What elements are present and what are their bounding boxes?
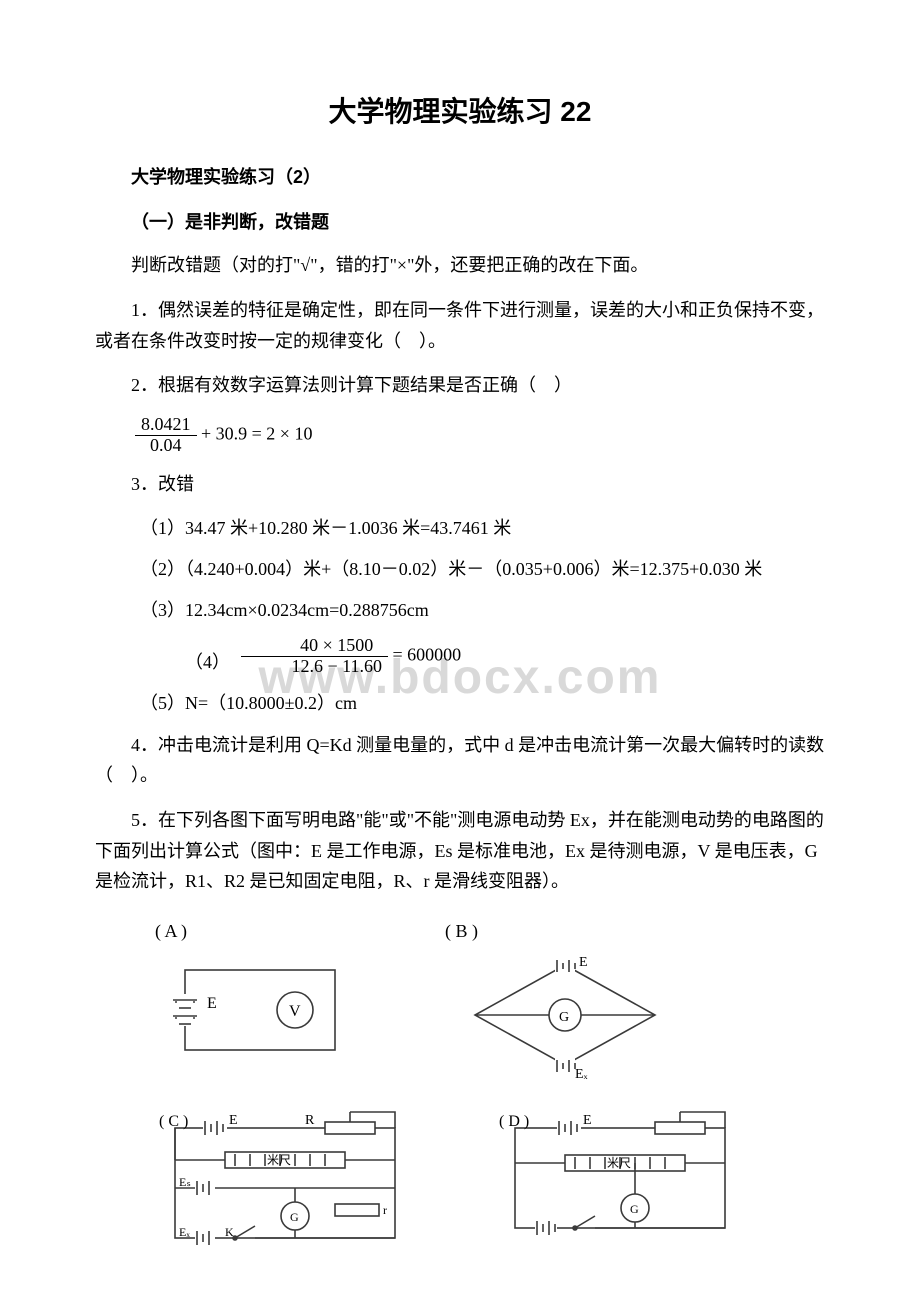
question-3-3: （3）12.34cm×0.0234cm=0.288756cm xyxy=(95,596,825,625)
question-2: 2．根据有效数字运算法则计算下题结果是否正确（ ） xyxy=(95,370,825,401)
question-3: 3．改错 xyxy=(95,469,825,500)
question-3-4: （4） 40 × 1500 12.6 − 11.60 = 600000 xyxy=(95,636,825,677)
diagram-row-2: ( C ) E R 米尺 Eₛ Eₓ K G r xyxy=(155,1108,825,1248)
svg-text:R: R xyxy=(305,1113,315,1128)
svg-text:E: E xyxy=(583,1113,592,1128)
diagram-D: ( D ) E 米尺 G xyxy=(495,1108,745,1248)
fraction: 40 × 1500 12.6 − 11.60 xyxy=(241,636,388,677)
svg-text:E: E xyxy=(207,995,217,1012)
diagram-A-label: ( A ) xyxy=(155,917,365,946)
circuit-B-svg: G E Eₓ xyxy=(445,950,685,1080)
svg-text:米尺: 米尺 xyxy=(607,1156,631,1170)
svg-text:E: E xyxy=(229,1113,238,1128)
formula-eq: = 600000 xyxy=(388,645,461,665)
svg-text:r: r xyxy=(383,1203,387,1217)
svg-text:K: K xyxy=(225,1225,234,1239)
svg-text:( D ): ( D ) xyxy=(499,1113,529,1130)
denominator: 0.04 xyxy=(135,436,197,456)
numerator: 40 × 1500 xyxy=(241,636,388,657)
svg-text:G: G xyxy=(290,1210,299,1224)
numerator: 8.0421 xyxy=(135,415,197,436)
denominator: 12.6 − 11.60 xyxy=(241,657,388,677)
svg-text:Eₓ: Eₓ xyxy=(575,1067,589,1080)
question-1: 1．偶然误差的特征是确定性，即在同一条件下进行测量，误差的大小和正负保持不变，或… xyxy=(95,295,825,356)
diagram-B-label: ( B ) xyxy=(445,917,685,946)
question-3-5: （5）N=（10.8000±0.2）cm xyxy=(95,689,825,718)
circuit-diagrams: ( A ) xyxy=(155,917,825,1248)
svg-text:Eₛ: Eₛ xyxy=(179,1175,191,1189)
subtitle: 大学物理实验练习（2） xyxy=(95,163,825,192)
svg-text:米尺: 米尺 xyxy=(267,1153,291,1167)
fraction: 8.0421 0.04 xyxy=(135,415,197,456)
svg-text:Eₓ: Eₓ xyxy=(179,1225,190,1239)
svg-text:G: G xyxy=(630,1202,639,1216)
question-5: 5．在下列各图下面写明电路"能"或"不能"测电源电动势 Ex，并在能测电动势的电… xyxy=(95,805,825,897)
svg-text:E: E xyxy=(579,955,588,970)
formula-rest: + 30.9 = 2 × 10 xyxy=(197,423,313,443)
diagram-A: ( A ) xyxy=(155,917,365,1080)
svg-text:G: G xyxy=(559,1010,569,1025)
question-3-1: （1）34.47 米+10.280 米－1.0036 米=43.7461 米 xyxy=(95,514,825,543)
intro-paragraph: 判断改错题（对的打"√"，错的打"×"外，还要把正确的改在下面。 xyxy=(95,250,825,281)
circuit-A-svg: E V xyxy=(155,950,365,1070)
question-2-formula: 8.0421 0.04 + 30.9 = 2 × 10 xyxy=(135,415,825,456)
diagram-row-1: ( A ) xyxy=(155,917,825,1080)
circuit-D-svg: ( D ) E 米尺 G xyxy=(495,1108,745,1238)
q3-4-index: （4） xyxy=(140,648,230,677)
section-1-header: （一）是非判断，改错题 xyxy=(95,208,825,237)
svg-text:V: V xyxy=(289,1003,301,1020)
question-4: 4．冲击电流计是利用 Q=Kd 测量电量的，式中 d 是冲击电流计第一次最大偏转… xyxy=(95,730,825,791)
page-title: 大学物理实验练习 22 xyxy=(95,90,825,135)
circuit-C-svg: ( C ) E R 米尺 Eₛ Eₓ K G r xyxy=(155,1108,415,1248)
diagram-C: ( C ) E R 米尺 Eₛ Eₓ K G r xyxy=(155,1108,415,1248)
document-content: 大学物理实验练习 22 大学物理实验练习（2） （一）是非判断，改错题 判断改错… xyxy=(95,90,825,1248)
diagram-B: ( B ) xyxy=(445,917,685,1080)
question-3-2: （2）（4.240+0.004）米+（8.10－0.02）米－（0.035+0.… xyxy=(95,555,825,584)
svg-text:( C ): ( C ) xyxy=(159,1113,188,1130)
